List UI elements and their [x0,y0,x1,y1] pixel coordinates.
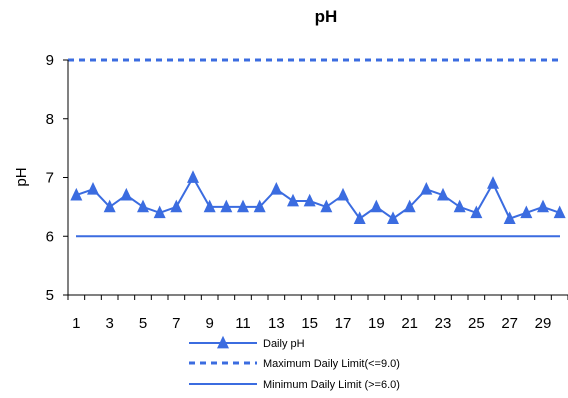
daily-ph-point [320,199,333,213]
y-tick-label: 9 [46,52,54,69]
x-tick-label: 21 [401,315,418,332]
daily-ph-point [137,199,149,213]
daily-ph-point [153,205,166,219]
daily-ph-point [253,199,266,213]
daily-ph-point [503,211,516,225]
daily-ph-point [553,205,566,219]
x-tick-label: 11 [235,315,251,332]
x-tick-label: 25 [468,315,485,332]
y-axis-label: pH [13,167,30,186]
daily-ph-point [437,187,449,201]
y-tick-label: 6 [46,228,54,245]
x-tick-label: 29 [535,315,552,332]
y-tick-label: 5 [46,287,54,304]
x-tick-label: 27 [501,315,518,332]
daily-ph-line [75,175,561,220]
daily-ph-point [403,199,416,213]
legend-min-label: Minimum Daily Limit (>=6.0) [263,379,400,391]
daily-ph-point [187,170,199,183]
x-tick-label: 1 [72,315,80,332]
daily-ph-point [520,205,533,219]
daily-ph-point [287,193,299,207]
legend-max-label: Maximum Daily Limit(<=9.0) [263,358,400,370]
daily-ph-point [120,187,133,201]
legend-daily-label: Daily pH [263,338,305,350]
x-tick-label: 7 [172,315,180,332]
daily-ph-point [270,182,283,195]
x-tick-label: 3 [105,315,113,332]
daily-ph-point [303,193,316,207]
x-tick-label: 13 [268,315,285,332]
x-tick-label: 19 [368,315,385,332]
daily-ph-point [337,187,349,201]
x-tick-label: 17 [335,315,352,332]
daily-ph-point [487,176,499,189]
legend-daily-swatch-marker [217,335,229,349]
x-tick-label: 15 [301,315,318,332]
x-tick-label: 9 [205,315,213,332]
daily-ph-point [220,199,233,213]
legend: Daily pH Maximum Daily Limit(<=9.0) Minimu… [189,335,400,391]
daily-ph-point [170,199,183,213]
daily-ph-point [453,199,466,213]
daily-ph-point [537,199,549,213]
y-tick-label: 7 [46,170,54,187]
daily-ph-point [370,199,383,213]
y-tick-label: 8 [46,111,54,128]
daily-ph-point [70,187,83,201]
daily-ph-point [353,211,366,225]
daily-ph-point [387,211,399,225]
chart-title: pH [315,7,338,26]
plot-area [68,58,566,238]
daily-ph-point [420,182,433,195]
x-tick-label: 5 [139,315,147,332]
daily-ph-point [203,199,216,213]
daily-ph-point [87,182,99,195]
x-tick-label: 23 [435,315,452,332]
daily-ph-point [470,205,483,219]
daily-ph-point [103,199,116,213]
daily-ph-point [237,199,249,213]
